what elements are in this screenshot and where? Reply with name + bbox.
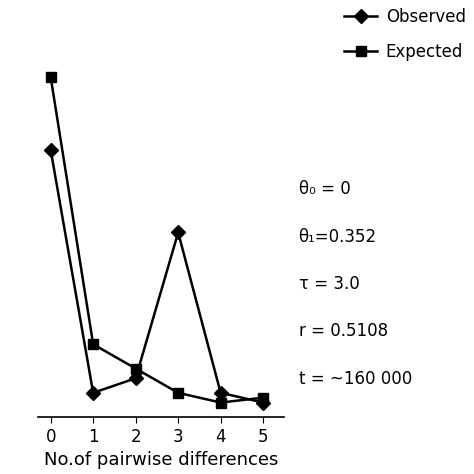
Text: r = 0.5108: r = 0.5108 [299,322,388,340]
X-axis label: No.of pairwise differences: No.of pairwise differences [44,451,278,469]
Text: τ = 3.0: τ = 3.0 [299,275,359,293]
Text: θ₀ = 0: θ₀ = 0 [299,180,350,198]
Legend: Observed, Expected: Observed, Expected [344,9,465,61]
Text: θ₁=0.352: θ₁=0.352 [299,228,377,246]
Text: t = ~160 000: t = ~160 000 [299,370,412,388]
